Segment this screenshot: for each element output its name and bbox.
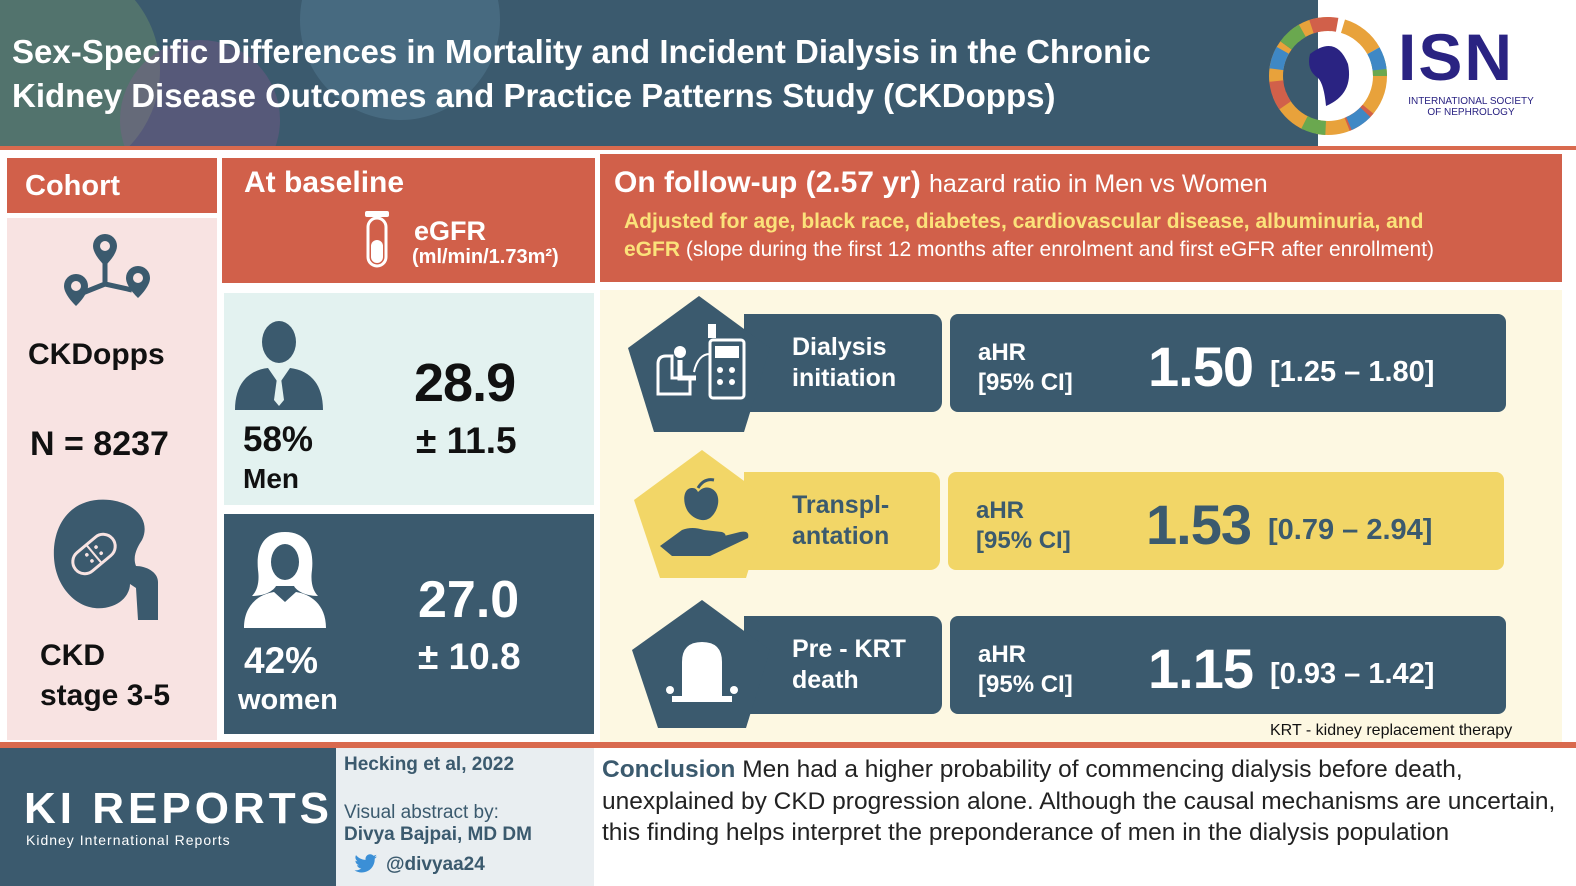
footer-divider	[0, 742, 1576, 748]
dialysis-machine-icon	[628, 296, 770, 432]
page-title: Sex-Specific Differences in Mortality an…	[12, 30, 1262, 118]
twitter-icon	[354, 854, 377, 873]
study-name: CKDopps	[28, 338, 165, 371]
hr-label-line-2: [95% CI]	[978, 671, 1073, 698]
ckd-stage-line-1: CKD	[40, 639, 105, 672]
baseline-heading: At baseline	[244, 166, 405, 199]
men-percentage: 58%	[243, 420, 314, 459]
men-label: Men	[243, 463, 299, 494]
women-egfr-mean: 27.0	[418, 571, 520, 629]
women-egfr-sd: ± 10.8	[418, 636, 521, 677]
outcome-label-death: Pre - KRT death	[744, 616, 942, 714]
conclusion-text: Conclusion Men had a higher probability …	[602, 754, 1566, 849]
journal-subtitle: Kidney International Reports	[26, 832, 231, 848]
hr-label: aHR [95% CI]	[976, 496, 1071, 556]
ckd-stage: CKD stage 3-5	[40, 636, 170, 716]
hr-ci: [1.25 – 1.80]	[1270, 356, 1435, 388]
krt-footnote: KRT - kidney replacement therapy	[1270, 722, 1513, 739]
hr-ci: [0.93 – 1.42]	[1270, 658, 1435, 690]
hr-label-line-1: aHR	[978, 641, 1027, 668]
men-egfr-sd: ± 11.5	[416, 420, 517, 461]
isn-logo-subtitle: INTERNATIONAL SOCIETY OF NEPHROLOGY	[1396, 96, 1546, 118]
followup-heading-bold: On follow-up (2.57 yr)	[614, 166, 921, 199]
journal-panel	[0, 748, 336, 886]
outcome-line-2: antation	[792, 522, 890, 550]
women-percentage: 42%	[244, 640, 319, 681]
hr-ci: [0.79 – 2.94]	[1268, 514, 1433, 546]
hr-box-dialysis: aHR [95% CI] 1.50 [1.25 – 1.80]	[950, 314, 1506, 412]
women-label: women	[238, 684, 338, 716]
tombstone-icon	[632, 600, 770, 728]
outcome-line-2: death	[792, 666, 859, 694]
hr-label-line-1: aHR	[976, 497, 1025, 524]
outcome-line-1: Pre - KRT	[792, 635, 906, 663]
kidney-icon	[53, 499, 159, 620]
hr-box-death: aHR [95% CI] 1.15 [0.93 – 1.42]	[950, 616, 1506, 714]
title-line-2: Kidney Disease Outcomes and Practice Pat…	[12, 77, 1056, 114]
followup-heading-rest: hazard ratio in Men vs Women	[929, 170, 1268, 198]
ckd-stage-line-2: stage 3-5	[40, 679, 171, 712]
test-tube-icon	[365, 211, 389, 268]
egfr-unit: (ml/min/1.73m²)	[412, 246, 559, 268]
isn-sub-line-2: OF NEPHROLOGY	[1427, 107, 1515, 118]
transplant-hand-icon	[634, 450, 770, 578]
baseline-header-panel	[222, 158, 595, 283]
hr-value: 1.15	[1148, 637, 1254, 700]
conclusion-keyword: Conclusion	[602, 756, 736, 783]
hr-label-line-1: aHR	[978, 339, 1027, 366]
citation: Hecking et al, 2022	[344, 754, 515, 775]
hr-value: 1.53	[1146, 493, 1252, 556]
network-pins-icon	[64, 234, 150, 306]
outcome-line-1: Transpl-	[792, 491, 890, 519]
header-divider	[0, 146, 1576, 150]
adjustment-note: Adjusted for age, black race, diabetes, …	[624, 208, 1524, 264]
adjustment-rest: (slope during the first 12 months after …	[685, 238, 1435, 261]
followup-heading: On follow-up (2.57 yr) hazard ratio in M…	[614, 166, 1268, 200]
adjustment-bold-2: eGFR	[624, 238, 681, 261]
visual-abstract-by: Visual abstract by:	[344, 802, 499, 823]
hr-value: 1.50	[1148, 335, 1254, 398]
egfr-label: eGFR	[414, 216, 487, 246]
outcome-line-2: initiation	[792, 364, 897, 392]
hr-box-transplantation: aHR [95% CI] 1.53 [0.79 – 2.94]	[948, 472, 1504, 570]
sample-size: N = 8237	[30, 425, 169, 463]
woman-icon	[244, 532, 326, 628]
hr-label: aHR [95% CI]	[978, 640, 1073, 700]
hr-label-line-2: [95% CI]	[976, 527, 1071, 554]
title-line-1: Sex-Specific Differences in Mortality an…	[12, 33, 1151, 70]
cohort-heading: Cohort	[7, 158, 217, 213]
credits-panel	[336, 748, 594, 886]
hr-label-line-2: [95% CI]	[978, 369, 1073, 396]
twitter-handle[interactable]: @divyaa24	[386, 854, 485, 875]
isn-ring-logo-icon	[1269, 17, 1387, 135]
outcome-line-1: Dialysis	[792, 333, 887, 361]
adjustment-bold-1: Adjusted for age, black race, diabetes, …	[624, 210, 1424, 233]
followup-header-panel	[600, 154, 1562, 282]
outcome-label-transplantation: Transpl- antation	[744, 472, 940, 570]
journal-logo: KI REPORTS	[24, 784, 333, 833]
man-icon	[235, 321, 323, 410]
isn-logo-text: ISN	[1398, 20, 1515, 94]
cohort-panel	[7, 218, 217, 740]
outcome-label-dialysis: Dialysis initiation	[744, 314, 942, 412]
isn-sub-line-1: INTERNATIONAL SOCIETY	[1408, 96, 1534, 107]
hr-label: aHR [95% CI]	[978, 338, 1073, 398]
conclusion-body: Men had a higher probability of commenci…	[602, 756, 1556, 846]
author-name: Divya Bajpai, MD DM	[344, 824, 532, 845]
men-egfr-mean: 28.9	[414, 353, 516, 413]
